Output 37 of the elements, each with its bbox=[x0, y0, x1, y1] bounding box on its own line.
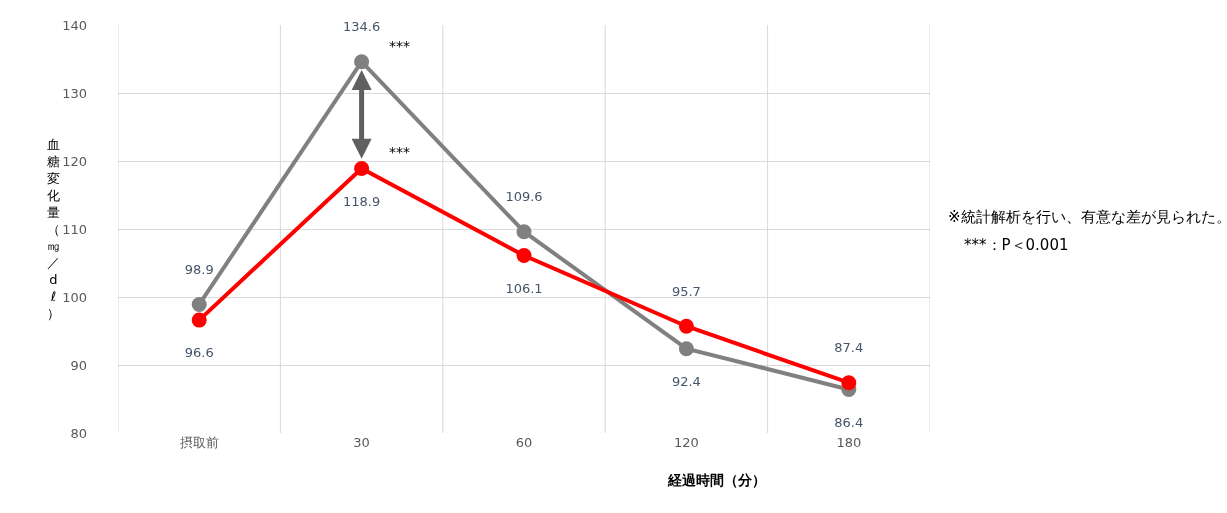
data-label: 98.9 bbox=[184, 261, 214, 277]
point bbox=[354, 160, 370, 176]
point bbox=[678, 318, 694, 334]
text: ***：P＜0.001 bbox=[964, 236, 1069, 254]
data-label: 109.6 bbox=[505, 189, 543, 205]
y-tick-label: 130 bbox=[62, 85, 87, 101]
y-tick-label: 140 bbox=[62, 17, 87, 33]
data-label: 92.4 bbox=[671, 373, 701, 389]
y-tick-label: 120 bbox=[62, 153, 87, 169]
data-label: 96.6 bbox=[184, 345, 214, 361]
text: ※統計解析を行い、有意な差が見られた。 bbox=[948, 208, 1227, 226]
y-tick-label: 90 bbox=[70, 357, 87, 373]
point bbox=[516, 248, 532, 264]
data-label: 106.1 bbox=[505, 280, 543, 296]
x-tick-label: 摂取前 bbox=[179, 435, 219, 450]
annotation: *** bbox=[389, 144, 410, 160]
data-label: 86.4 bbox=[834, 414, 864, 430]
data-label: 134.6 bbox=[342, 19, 381, 35]
point bbox=[354, 54, 370, 70]
text: 血糖変化量（㎎／dℓ） bbox=[47, 137, 60, 321]
x-tick-label: 60 bbox=[515, 435, 533, 450]
point bbox=[191, 312, 207, 328]
x-tick-label: 30 bbox=[353, 435, 370, 450]
point bbox=[191, 296, 207, 312]
annotation: *** bbox=[389, 38, 410, 54]
x-axis-title: 経過時間（分） bbox=[667, 472, 766, 488]
point bbox=[841, 375, 857, 391]
point bbox=[516, 224, 532, 240]
y-tick-label: 80 bbox=[70, 425, 87, 441]
data-label: 118.9 bbox=[342, 193, 381, 209]
x-tick-label: 180 bbox=[836, 435, 862, 450]
point bbox=[678, 341, 694, 357]
x-tick-label: 120 bbox=[673, 435, 699, 450]
y-tick-label: 100 bbox=[62, 289, 87, 305]
y-tick-label: 110 bbox=[62, 221, 87, 237]
data-label: 87.4 bbox=[834, 340, 864, 356]
data-label: 95.7 bbox=[671, 283, 701, 299]
